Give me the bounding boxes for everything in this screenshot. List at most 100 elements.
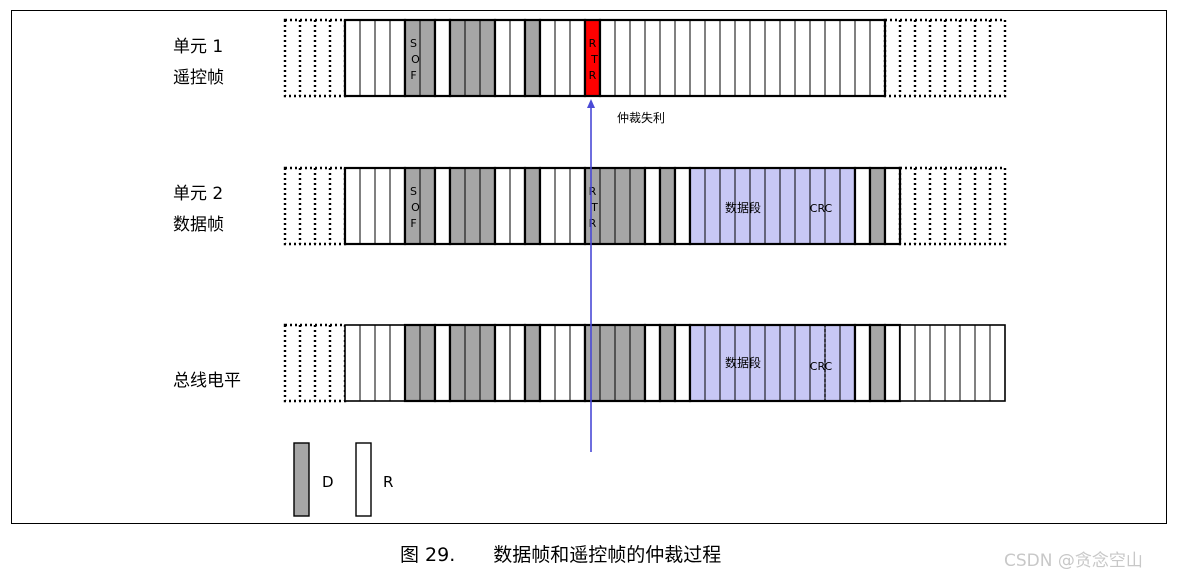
figure-caption: 图 29. 数据帧和遥控帧的仲裁过程 — [400, 540, 721, 567]
watermark: CSDN @贪念空山 — [1004, 551, 1143, 571]
arbitration-arrow-head — [587, 99, 595, 108]
row2-recessive-block-a — [343, 166, 407, 246]
row2-recessive-bit-i — [673, 166, 692, 246]
figure-title: 数据帧和遥控帧的仲裁过程 — [493, 544, 722, 566]
bus-crc-dashed-outline — [824, 324, 856, 402]
row3-recessive-tail — [899, 324, 1006, 402]
row3-dominant-bit-h — [658, 323, 677, 403]
row1-recessive-tail — [598, 18, 887, 98]
row2-rtr-control-block — [583, 166, 647, 246]
row2-recessive-bit-g — [643, 166, 662, 246]
row2-sof-label-o: O — [411, 201, 420, 214]
row1-rtr-label-1: T — [590, 53, 598, 66]
row3-idle-start — [283, 323, 347, 403]
row3-data-field-box — [688, 323, 857, 403]
row2-dominant-bit-e — [523, 166, 542, 246]
row2-recessive-block-d — [493, 166, 527, 246]
row2-recessive-bit-j-box — [853, 166, 872, 246]
row3-recessive-tail-box — [899, 324, 1006, 402]
row2-sof-label-f: F — [410, 217, 416, 230]
row2-dominant-bit-e-box — [523, 166, 542, 246]
row2-recessive-bit-j — [853, 166, 872, 246]
row1-recessive-bit-b-box — [433, 18, 452, 98]
figure-number: 图 29. — [400, 544, 456, 566]
row3-recessive-bit-g-box — [643, 323, 662, 403]
row1-label-line2: 遥控帧 — [173, 68, 224, 88]
row3-recessive-bit-j-box — [853, 323, 872, 403]
row2-crc-label: CRC — [810, 202, 833, 215]
row1-idle-end — [883, 18, 1007, 98]
row2-sof-bit — [403, 166, 437, 246]
row1-recessive-block-f — [538, 18, 587, 98]
row1-label-line1: 单元 1 — [173, 37, 224, 57]
row1-recessive-block-d — [493, 18, 527, 98]
row2-recessive-bit-b-box — [433, 166, 452, 246]
legend-dominant-label: D — [322, 473, 334, 491]
row2-recessive-bit-b — [433, 166, 452, 246]
row3-recessive-block-f-box — [538, 323, 587, 403]
legend-recessive-label: R — [383, 473, 394, 491]
row1-recessive-block-f-box — [538, 18, 587, 98]
row3-dominant-bit-k-box — [868, 323, 887, 403]
row1-sof-bit — [403, 18, 437, 98]
row3-recessive-bit-b — [433, 323, 452, 403]
row1-sof-label-s: S — [410, 37, 417, 50]
legend-recessive-swatch — [355, 442, 372, 517]
row3-data-field — [688, 323, 857, 403]
row1-dominant-block-c-box — [448, 18, 497, 98]
row2-idle-end — [898, 166, 1007, 246]
row2-recessive-block-f-box — [538, 166, 587, 246]
row3-crc-label: CRC — [810, 360, 833, 373]
row2-sof-label-s: S — [410, 185, 417, 198]
row1-dominant-bit-e-box — [523, 18, 542, 98]
row3-recessive-block-a — [344, 324, 406, 402]
row1-recessive-block-a — [343, 18, 407, 98]
row2-rtr-label-1: T — [590, 201, 598, 214]
row2-idle-start — [283, 166, 347, 246]
row2-dominant-block-c-box — [448, 166, 497, 246]
row3-rtr-control-block — [583, 323, 647, 403]
row3-data-field-label: 数据段 — [725, 355, 761, 370]
row2-dominant-bit-h-box — [658, 166, 677, 246]
row3-recessive-bit-l-box — [883, 323, 902, 403]
row3-label: 总线电平 — [173, 371, 241, 391]
row2-data-field — [688, 166, 857, 246]
row2-dominant-block-c — [448, 166, 497, 246]
row3-recessive-block-d — [493, 323, 527, 403]
row3-recessive-bit-i-box — [673, 323, 692, 403]
row3-recessive-bit-l — [883, 323, 902, 403]
row2-label-line1: 单元 2 — [173, 184, 224, 204]
row1-recessive-tail-box — [598, 18, 887, 98]
row1-rtr-label-0: R — [589, 37, 597, 50]
legend-dominant-swatch — [293, 442, 310, 517]
row2-rtr-label-0: R — [589, 185, 597, 198]
row2-recessive-block-f — [538, 166, 587, 246]
row3-dominant-block-c — [448, 323, 497, 403]
row3-dominant-bit-k — [868, 323, 887, 403]
row3-dominant-bit-e — [523, 323, 542, 403]
arbitration-lost-label: 仲裁失利 — [617, 111, 666, 125]
row2-data-field-label: 数据段 — [725, 200, 761, 215]
row3-dominant-bit-h-box — [658, 323, 677, 403]
row2-recessive-bit-g-box — [643, 166, 662, 246]
row1-idle-start — [283, 18, 347, 98]
diagram-frame — [11, 10, 1167, 524]
row3-dominant-block-c-box — [448, 323, 497, 403]
row2-rtr-label-2: R — [589, 217, 597, 230]
row3-recessive-block-f — [538, 323, 587, 403]
row2-dominant-bit-k-box — [868, 166, 887, 246]
row1-dominant-block-c — [448, 18, 497, 98]
row1-dominant-bit-e — [523, 18, 542, 98]
row1-rtr-label-2: R — [589, 69, 597, 82]
row1-recessive-bit-b — [433, 18, 452, 98]
row2-recessive-bit-l — [883, 166, 902, 246]
row2-label-line2: 数据帧 — [173, 215, 224, 235]
row3-recessive-bit-b-box — [433, 323, 452, 403]
row1-sof-label-o: O — [411, 53, 420, 66]
row2-dominant-bit-k — [868, 166, 887, 246]
row2-data-field-box — [688, 166, 857, 246]
row3-recessive-bit-i — [673, 323, 692, 403]
row1-sof-label-f: F — [410, 69, 416, 82]
row2-dominant-bit-h — [658, 166, 677, 246]
